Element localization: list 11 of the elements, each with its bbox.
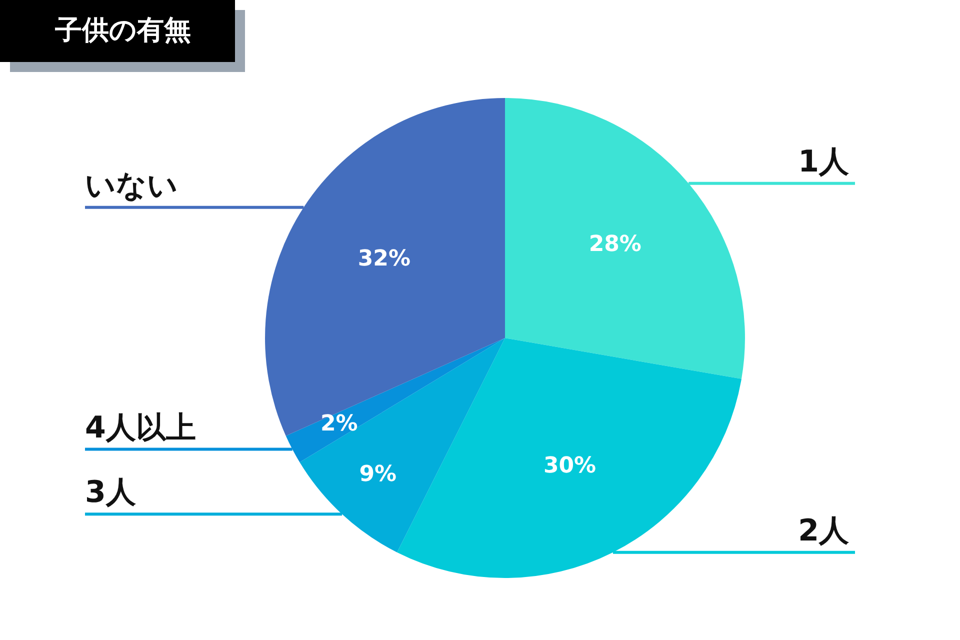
data-label: 9% [359, 462, 397, 488]
slice-label: 3人 [85, 475, 137, 510]
data-label: 2% [320, 412, 358, 437]
chart-title: 子供の有無 [0, 0, 235, 62]
slice-label: 4人以上 [85, 410, 196, 446]
data-label: 30% [543, 453, 596, 478]
slice-label: 2人 [798, 513, 850, 548]
data-label: 32% [358, 246, 411, 272]
data-label: 28% [588, 232, 642, 257]
slice-label: 1人 [798, 144, 850, 180]
slice-label: いない [85, 168, 178, 204]
